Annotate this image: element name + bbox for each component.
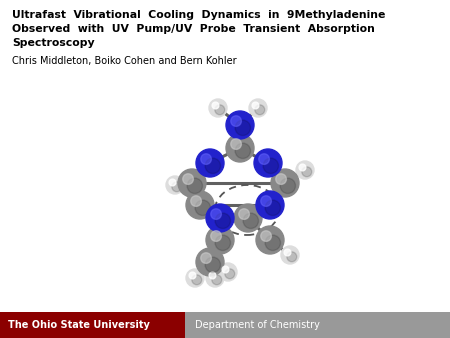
- Circle shape: [195, 200, 211, 216]
- Circle shape: [201, 253, 212, 263]
- Circle shape: [261, 231, 271, 241]
- Text: Ultrafast  Vibrational  Cooling  Dynamics  in  9Methyladenine: Ultrafast Vibrational Cooling Dynamics i…: [12, 10, 385, 20]
- Circle shape: [256, 191, 284, 219]
- Circle shape: [281, 246, 299, 264]
- Circle shape: [215, 105, 225, 115]
- Circle shape: [265, 235, 280, 250]
- Circle shape: [186, 269, 204, 287]
- Circle shape: [178, 169, 206, 197]
- Circle shape: [211, 209, 221, 219]
- Text: The Ohio State University: The Ohio State University: [8, 320, 150, 330]
- Text: Chris Middleton, Boiko Cohen and Bern Kohler: Chris Middleton, Boiko Cohen and Bern Ko…: [12, 56, 237, 66]
- Circle shape: [212, 102, 219, 109]
- Circle shape: [205, 158, 220, 173]
- Circle shape: [169, 179, 176, 186]
- Circle shape: [215, 235, 230, 250]
- Circle shape: [276, 174, 286, 185]
- Circle shape: [226, 111, 254, 139]
- Circle shape: [172, 182, 182, 192]
- Circle shape: [209, 272, 216, 279]
- Circle shape: [265, 200, 280, 216]
- Circle shape: [284, 249, 291, 256]
- Circle shape: [299, 164, 306, 171]
- Circle shape: [287, 252, 297, 262]
- Circle shape: [252, 102, 259, 109]
- Circle shape: [222, 266, 229, 273]
- Circle shape: [255, 105, 265, 115]
- Circle shape: [235, 143, 251, 159]
- Circle shape: [235, 120, 251, 136]
- Circle shape: [243, 213, 258, 228]
- Circle shape: [186, 191, 214, 219]
- Circle shape: [206, 226, 234, 254]
- Circle shape: [280, 178, 296, 193]
- FancyBboxPatch shape: [0, 312, 185, 338]
- Circle shape: [189, 272, 196, 279]
- Circle shape: [205, 257, 220, 272]
- Circle shape: [296, 161, 314, 179]
- Circle shape: [191, 196, 202, 207]
- Circle shape: [263, 158, 279, 173]
- Circle shape: [234, 204, 262, 232]
- Circle shape: [166, 176, 184, 194]
- Circle shape: [212, 275, 222, 285]
- Circle shape: [231, 116, 241, 126]
- Circle shape: [183, 174, 194, 185]
- Circle shape: [254, 149, 282, 177]
- FancyBboxPatch shape: [185, 312, 450, 338]
- Circle shape: [239, 209, 249, 219]
- Circle shape: [225, 269, 235, 279]
- Circle shape: [196, 248, 224, 276]
- Circle shape: [211, 231, 221, 241]
- Circle shape: [215, 213, 230, 228]
- Text: Spectroscopy: Spectroscopy: [12, 38, 94, 48]
- Circle shape: [196, 149, 224, 177]
- Circle shape: [206, 269, 224, 287]
- Circle shape: [249, 99, 267, 117]
- Circle shape: [256, 226, 284, 254]
- Circle shape: [226, 134, 254, 162]
- Circle shape: [302, 167, 312, 177]
- Circle shape: [209, 99, 227, 117]
- Circle shape: [201, 154, 212, 164]
- Circle shape: [231, 139, 241, 149]
- Circle shape: [192, 275, 202, 285]
- Text: Observed  with  UV  Pump/UV  Probe  Transient  Absorption: Observed with UV Pump/UV Probe Transient…: [12, 24, 375, 34]
- Circle shape: [261, 196, 271, 207]
- Circle shape: [271, 169, 299, 197]
- Circle shape: [206, 204, 234, 232]
- Circle shape: [259, 154, 270, 164]
- Text: Department of Chemistry: Department of Chemistry: [195, 320, 320, 330]
- Circle shape: [219, 263, 237, 281]
- Circle shape: [187, 178, 202, 193]
